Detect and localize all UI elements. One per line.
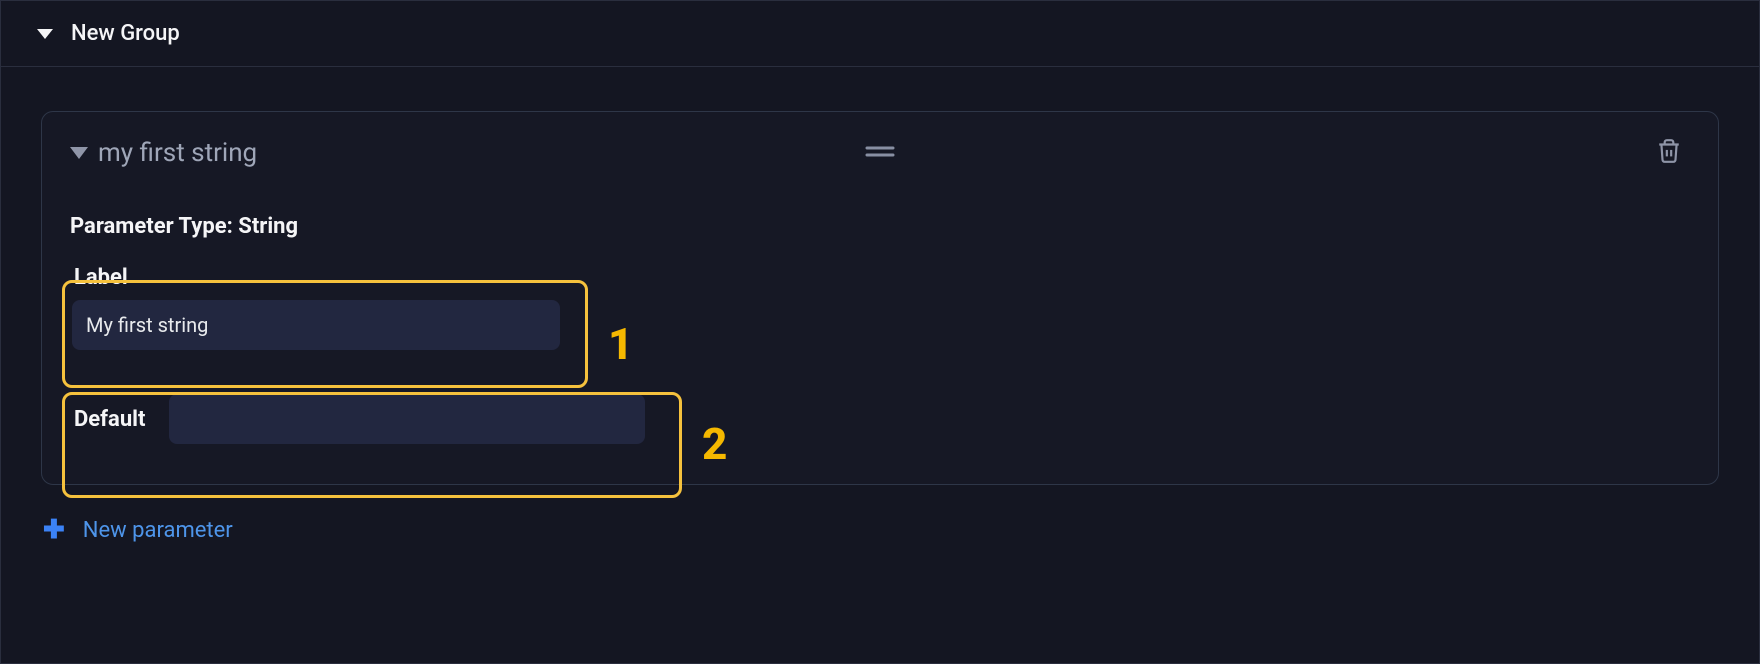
label-input[interactable]: [72, 300, 560, 350]
parameter-type-label: Parameter Type: String: [70, 214, 1690, 239]
group-panel: New Group my first string: [0, 0, 1760, 664]
disclosure-triangle-icon[interactable]: [37, 29, 53, 39]
plus-icon: ✚: [43, 515, 65, 545]
parameter-name[interactable]: my first string: [98, 138, 257, 168]
parameter-header: my first string: [70, 138, 1690, 168]
group-body: my first string: [1, 67, 1759, 545]
default-field-group: Default: [70, 394, 1690, 444]
parameter-card: my first string: [41, 111, 1719, 485]
group-title: New Group: [71, 21, 180, 46]
annotation-number-2: 2: [702, 418, 727, 470]
label-field-label: Label: [74, 265, 1690, 290]
default-field-label: Default: [74, 407, 145, 432]
annotation-number-1: 1: [608, 318, 633, 370]
disclosure-triangle-icon[interactable]: [70, 147, 88, 159]
default-input[interactable]: [169, 394, 645, 444]
delete-button[interactable]: [1656, 136, 1682, 170]
drag-handle-icon[interactable]: [865, 143, 895, 163]
new-parameter-label: New parameter: [83, 518, 233, 543]
new-parameter-button[interactable]: ✚ New parameter: [41, 515, 1719, 545]
label-field-group: Label: [70, 265, 1690, 350]
group-header[interactable]: New Group: [1, 1, 1759, 66]
